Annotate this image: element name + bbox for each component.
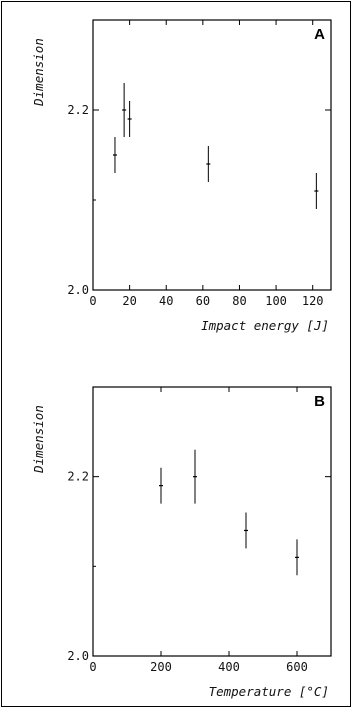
data-point [159,467,163,504]
y-tick-label: 2.0 [67,649,89,663]
x-tick-label: 100 [265,294,287,308]
x-tick-label: 0 [89,294,96,308]
data-point [193,449,197,504]
data-point [127,101,132,137]
y-axis-title: Dimension [31,38,46,107]
x-axis-title: Temperature [°C] [209,684,329,699]
data-point [295,539,299,576]
data-point [206,146,211,182]
x-tick-label: 200 [150,660,172,674]
x-tick-label: 40 [159,294,173,308]
panel-label: B [314,393,325,410]
x-tick-label: 120 [302,294,324,308]
x-axis-title: Impact energy [J] [201,318,329,333]
x-tick-label: 80 [232,294,246,308]
data-point [122,83,127,137]
data-point [314,173,319,209]
data-point [244,512,248,549]
chart-panel-a: 0 20 40 60 80 100 120 2.0 2.2 A Impact energy [J] D… [31,19,332,333]
x-tick-label: 0 [89,660,96,674]
plot-area-frame [92,19,332,291]
x-tick-label: 60 [196,294,210,308]
y-axis-title: Dimension [31,405,46,474]
y-tick-label: 2.0 [67,283,89,297]
panel-label: A [314,26,325,43]
data-point [112,137,117,173]
x-tick-label: 400 [218,660,240,674]
y-tick-label: 2.2 [67,470,89,484]
plot-area-frame [92,386,332,657]
chart-panel-b: 0 200 400 600 2.0 2.2 B Temperature [°C] Dimensi… [31,386,332,699]
y-tick-label: 2.2 [67,103,89,117]
x-tick-label: 600 [286,660,308,674]
x-tick-label: 20 [122,294,136,308]
